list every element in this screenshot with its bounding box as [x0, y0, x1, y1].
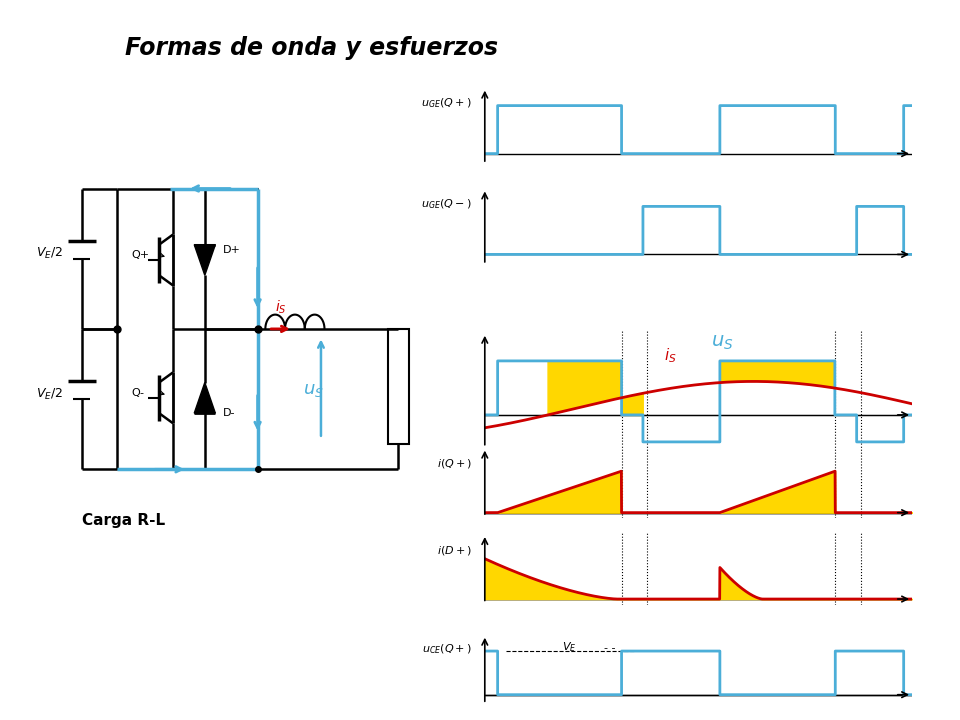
- Text: $V_E/2$: $V_E/2$: [36, 387, 62, 402]
- Text: $i_S$: $i_S$: [276, 299, 287, 316]
- Polygon shape: [194, 245, 215, 275]
- Text: $u_{GE}(Q-)$: $u_{GE}(Q-)$: [421, 197, 472, 211]
- Text: Q-: Q-: [131, 388, 144, 397]
- Text: $i(Q+)$: $i(Q+)$: [437, 457, 472, 470]
- Polygon shape: [194, 382, 215, 413]
- Text: $i_S$: $i_S$: [664, 346, 677, 365]
- Text: Carga R-L: Carga R-L: [82, 513, 165, 528]
- Text: $u_{GE}(Q+)$: $u_{GE}(Q+)$: [421, 96, 472, 110]
- Text: - -: - -: [605, 642, 616, 652]
- Text: Q+: Q+: [131, 250, 149, 260]
- Text: $u_S$: $u_S$: [303, 381, 324, 399]
- Text: Formas de onda y esfuerzos: Formas de onda y esfuerzos: [125, 36, 498, 60]
- Text: D-: D-: [223, 408, 235, 418]
- Text: $u_S$: $u_S$: [711, 333, 733, 351]
- Text: $V_E/2$: $V_E/2$: [36, 246, 62, 261]
- Text: D+: D+: [223, 245, 240, 255]
- Text: $V_E$: $V_E$: [562, 641, 576, 654]
- Text: $i(D+)$: $i(D+)$: [437, 544, 472, 557]
- Text: $u_{CE}(Q+)$: $u_{CE}(Q+)$: [422, 642, 472, 656]
- Bar: [388, 329, 409, 444]
